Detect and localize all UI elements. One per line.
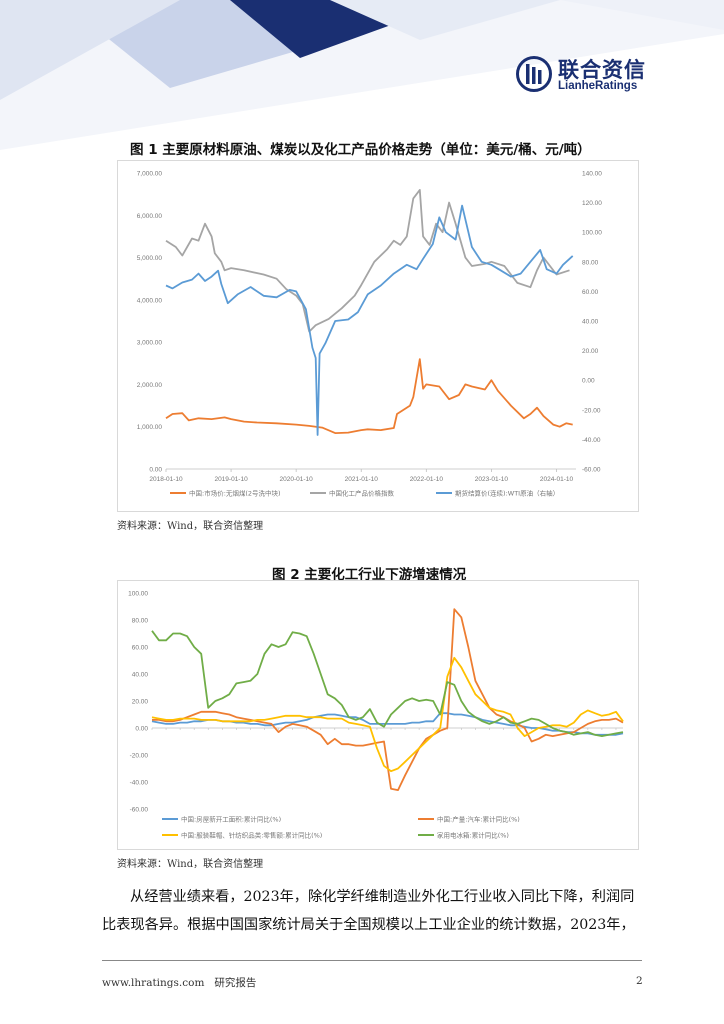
figure2-title: 图 2 主要化工行业下游增速情况 bbox=[272, 567, 467, 583]
x-tick-label: 2020-01-10 bbox=[280, 476, 314, 483]
series-line bbox=[152, 608, 624, 791]
y-tick-label: 20.00 bbox=[132, 699, 149, 706]
y-tick-left-label: 6,000.00 bbox=[137, 213, 163, 220]
x-tick-label: 2019-01-10 bbox=[214, 476, 248, 483]
series-line bbox=[165, 358, 573, 434]
y-tick-label: 80.00 bbox=[132, 618, 149, 625]
y-tick-right-label: 60.00 bbox=[582, 289, 599, 296]
y-tick-left-label: 0.00 bbox=[149, 467, 162, 474]
y-tick-right-label: 100.00 bbox=[582, 230, 602, 237]
y-tick-right-label: 40.00 bbox=[582, 319, 599, 326]
legend-label: 中国:市场价:无烟煤(2号洗中块) bbox=[189, 489, 281, 498]
legend-label: 中国化工产品价格指数 bbox=[329, 489, 395, 498]
body-paragraph: 从经营业绩来看，2023年，除化学纤维制造业外化工行业收入同比下降，利润同比表现… bbox=[102, 889, 635, 933]
header-banner bbox=[0, 0, 724, 150]
y-tick-label: 0.00 bbox=[135, 726, 148, 733]
y-tick-right-label: -20.00 bbox=[582, 407, 601, 414]
y-tick-label: -40.00 bbox=[130, 780, 149, 787]
y-tick-label: 100.00 bbox=[128, 591, 148, 598]
figure1-source: 资料来源：Wind，联合资信整理 bbox=[117, 521, 264, 532]
figure1-chart: 0.00 1,000.00 2,000.00 3,000.00 4,000.00 5,00… bbox=[117, 160, 639, 512]
x-tick-label: 2021-01-10 bbox=[345, 476, 379, 483]
series-line bbox=[165, 189, 570, 333]
y-tick-right-label: 140.00 bbox=[582, 171, 602, 178]
y-tick-right-label: 0.00 bbox=[582, 378, 595, 385]
figure2-chart: -60.00 -40.00 -20.00 0.00 20.00 40.00 60.00 80.… bbox=[117, 580, 639, 850]
series-line bbox=[165, 204, 574, 436]
page-number: 2 bbox=[636, 975, 643, 987]
y-tick-left-label: 2,000.00 bbox=[137, 382, 163, 389]
legend-label: 期货结算价(连续):WTI原油（右轴） bbox=[455, 489, 559, 498]
y-tick-label: 40.00 bbox=[132, 672, 149, 679]
footer-label: 研究报告 bbox=[214, 977, 257, 989]
legend-label: 中国:产量:汽车:累计同比(%) bbox=[437, 815, 520, 824]
y-tick-label: -60.00 bbox=[130, 807, 149, 814]
y-tick-right-label: 120.00 bbox=[582, 200, 602, 207]
footer-info: www.lhratings.com 研究报告 bbox=[102, 975, 256, 990]
y-tick-left-label: 7,000.00 bbox=[137, 171, 163, 178]
y-tick-label: -20.00 bbox=[130, 753, 149, 760]
x-tick-label: 2023-01-10 bbox=[475, 476, 509, 483]
y-tick-right-label: 20.00 bbox=[582, 348, 599, 355]
x-tick-label: 2018-01-10 bbox=[149, 476, 183, 483]
y-tick-left-label: 1,000.00 bbox=[137, 424, 163, 431]
y-tick-left-label: 3,000.00 bbox=[137, 340, 163, 347]
y-tick-right-label: -60.00 bbox=[582, 467, 601, 474]
legend-label: 中国:房屋新开工面积:累计同比(%) bbox=[181, 815, 281, 824]
legend-label: 中国:服装鞋帽、针纺织品类:零售额:累计同比(%) bbox=[181, 831, 322, 840]
y-tick-right-label: 80.00 bbox=[582, 259, 599, 266]
series-line bbox=[151, 630, 624, 737]
series-line bbox=[151, 656, 624, 773]
y-tick-left-label: 4,000.00 bbox=[137, 297, 163, 304]
figure1-chart-svg: 0.00 1,000.00 2,000.00 3,000.00 4,000.00 5,00… bbox=[137, 171, 603, 498]
y-tick-right-label: -40.00 bbox=[582, 437, 601, 444]
figure2-source: 资料来源：Wind，联合资信整理 bbox=[117, 859, 264, 870]
x-tick-label: 2022-01-10 bbox=[410, 476, 444, 483]
lianhe-logo-icon bbox=[516, 56, 552, 92]
lianhe-logo: 联合资信 LianheRatings bbox=[516, 54, 656, 98]
footer-site: www.lhratings.com bbox=[102, 977, 205, 989]
figure1-title: 图 1 主要原材料原油、煤炭以及化工产品价格走势（单位：美元/桶、元/吨） bbox=[130, 142, 591, 158]
y-tick-left-label: 5,000.00 bbox=[137, 255, 163, 262]
y-tick-label: 60.00 bbox=[132, 645, 149, 652]
logo-name-cn: 联合资信 bbox=[558, 58, 646, 82]
x-tick-label: 2024-01-10 bbox=[540, 476, 574, 483]
decorative-triangles bbox=[0, 0, 724, 150]
legend-label: 家用电冰箱:累计同比(%) bbox=[437, 831, 509, 840]
figure2-chart-svg: -60.00 -40.00 -20.00 0.00 20.00 40.00 60.00 80.… bbox=[128, 591, 624, 840]
footer-divider bbox=[102, 960, 642, 961]
series-line bbox=[151, 712, 624, 736]
logo-name-en: LianheRatings bbox=[558, 80, 638, 92]
